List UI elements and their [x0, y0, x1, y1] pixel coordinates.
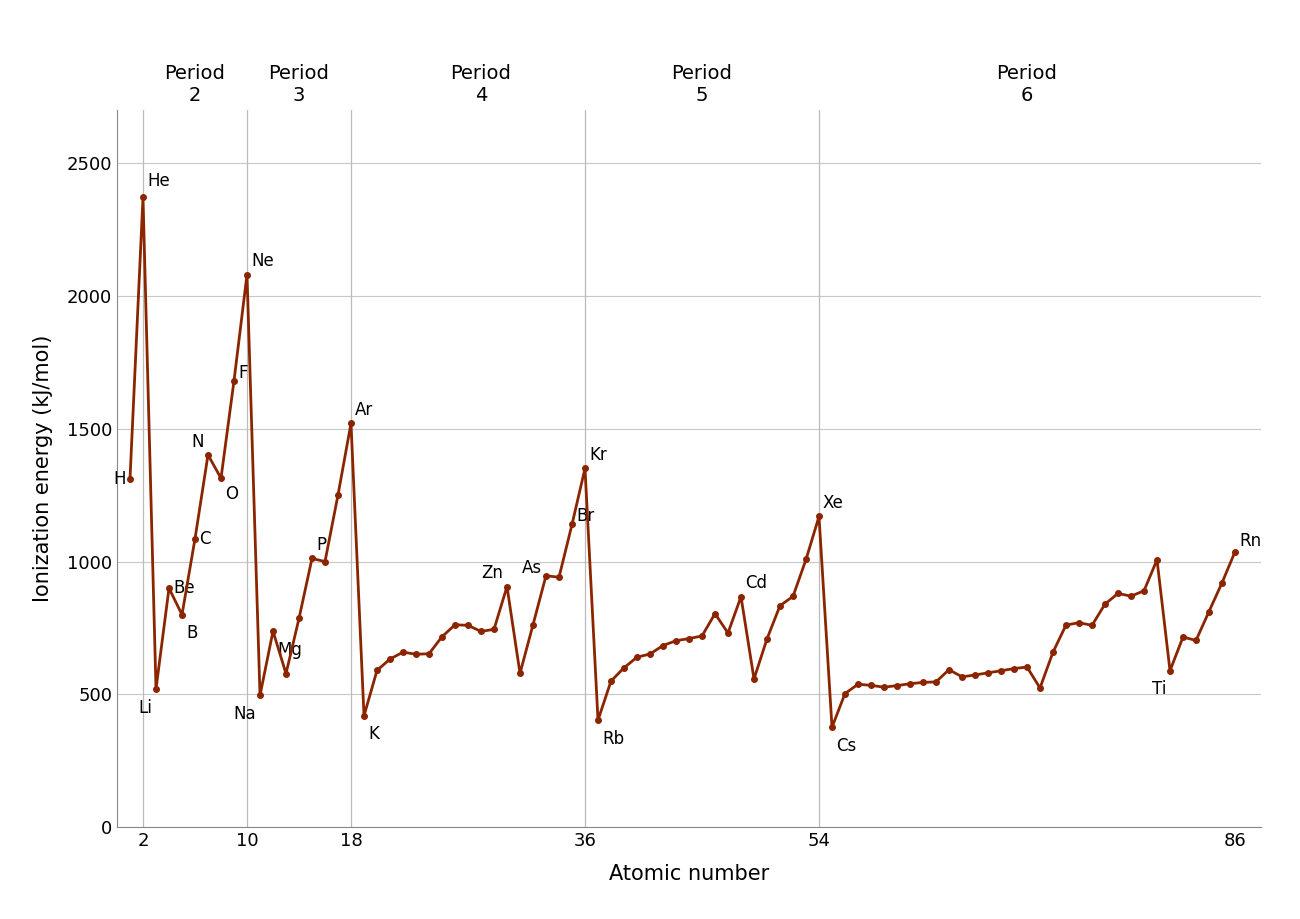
Text: Mg: Mg — [277, 641, 302, 659]
Text: N: N — [191, 433, 204, 450]
Y-axis label: Ionization energy (kJ/mol): Ionization energy (kJ/mol) — [32, 335, 53, 602]
Text: F: F — [238, 364, 247, 382]
Text: C: C — [199, 529, 211, 548]
Text: Ne: Ne — [251, 253, 273, 270]
Text: Zn: Zn — [481, 564, 503, 583]
Text: Cs: Cs — [836, 737, 857, 754]
Text: As: As — [523, 559, 542, 577]
Text: Na: Na — [234, 705, 256, 723]
Text: Ti: Ti — [1152, 680, 1166, 698]
Text: H: H — [113, 470, 126, 488]
Text: Li: Li — [138, 698, 152, 717]
Text: Ar: Ar — [355, 401, 373, 419]
Text: Kr: Kr — [589, 446, 607, 464]
X-axis label: Atomic number: Atomic number — [608, 864, 770, 884]
Text: K: K — [368, 725, 378, 743]
Text: B: B — [186, 624, 198, 642]
Text: Be: Be — [173, 579, 195, 597]
Text: O: O — [225, 485, 238, 504]
Text: Br: Br — [576, 507, 594, 526]
Text: P: P — [316, 536, 326, 554]
Text: He: He — [147, 173, 169, 190]
Text: Rb: Rb — [602, 730, 624, 748]
Text: Rn: Rn — [1239, 532, 1261, 550]
Text: Xe: Xe — [823, 494, 844, 512]
Text: Cd: Cd — [745, 574, 767, 593]
